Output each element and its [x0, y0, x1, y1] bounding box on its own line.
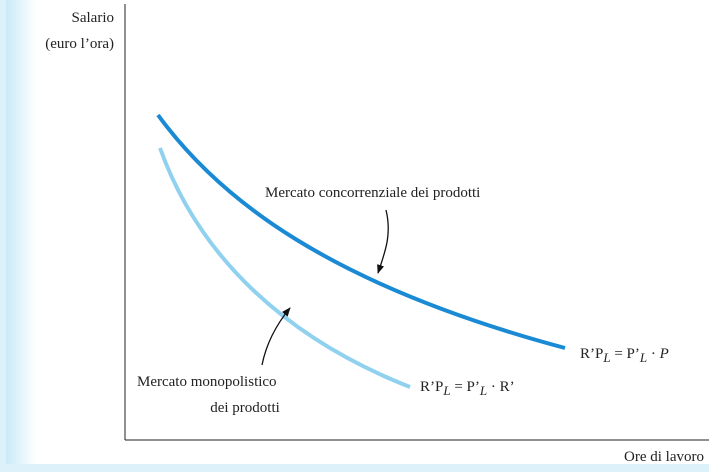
y-label: Salario: [72, 10, 115, 26]
eq-part: · R’: [487, 379, 515, 395]
curve-label: dei prodotti: [210, 400, 280, 416]
curve-competitive: [156, 113, 566, 350]
curve-monopoly: [158, 147, 411, 389]
eq-part: P: [659, 346, 669, 362]
panel: [36, 0, 709, 464]
arrow: [377, 209, 389, 274]
equation: R’PL = P’L · P: [580, 346, 669, 365]
edge: [6, 0, 36, 464]
eq-part: = P’: [611, 346, 640, 362]
eq-sub: L: [602, 350, 610, 365]
y-label: (euro l’ora): [45, 36, 114, 52]
arrow: [261, 307, 291, 366]
eq-part: = P’: [451, 379, 480, 395]
eq-part: ·: [647, 346, 660, 362]
eq-part: R’P: [580, 346, 603, 362]
equation: R’PL = P’L · R’: [420, 379, 515, 398]
eq-sub: L: [442, 383, 450, 398]
eq-sub: L: [479, 383, 487, 398]
eq-part: R’P: [420, 379, 443, 395]
eq-sub: L: [639, 350, 647, 365]
curve-label: Mercato monopolistico: [137, 374, 277, 390]
x-label: Ore di lavoro: [624, 449, 704, 465]
curve-label: Mercato concorrenziale dei prodotti: [265, 185, 480, 201]
